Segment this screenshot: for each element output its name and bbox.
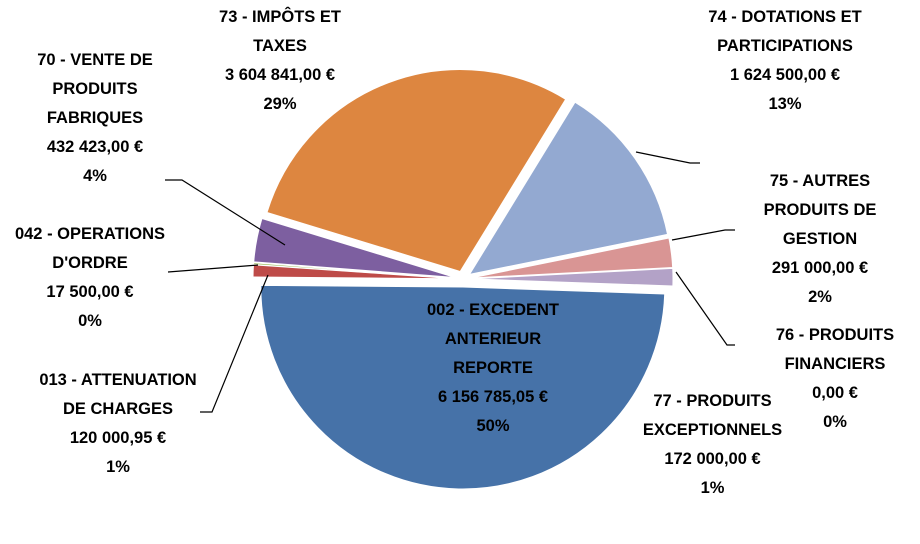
data-label: 013 - ATTENUATION DE CHARGES 120 000,95 €… — [33, 366, 203, 482]
category-label: 002 - EXCEDENT ANTERIEUR REPORTE — [426, 301, 560, 377]
value-label: 3 604 841,00 € — [224, 66, 336, 84]
value-label: 432 423,00 € — [46, 138, 144, 156]
pie-slice — [470, 237, 674, 279]
leader-line — [671, 229, 735, 241]
leader-line — [165, 179, 286, 246]
percent-label: 2% — [808, 288, 832, 306]
data-label: 76 - PRODUITS FINANCIERS 0,00 € 0% — [740, 321, 920, 437]
data-label: 75 - AUTRES PRODUITS DE GESTION 291 000,0… — [740, 167, 900, 312]
category-label: 75 - AUTRES PRODUITS DE GESTION — [763, 172, 877, 248]
percent-label: 0% — [823, 413, 847, 431]
percent-label: 4% — [83, 167, 107, 185]
data-label: 73 - IMPÔTS ET TAXES 3 604 841,00 € 29% — [195, 3, 365, 119]
leader-lines — [165, 151, 735, 413]
category-label: 70 - VENTE DE PRODUITS FABRIQUES — [37, 51, 153, 127]
data-label: 77 - PRODUITS EXCEPTIONNELS 172 000,00 € 1… — [630, 387, 795, 503]
percent-label: 13% — [768, 95, 802, 113]
category-label: 76 - PRODUITS FINANCIERS — [775, 326, 895, 373]
leader-line — [635, 151, 700, 164]
percent-label: 50% — [476, 417, 510, 435]
data-label: 70 - VENTE DE PRODUITS FABRIQUES 432 423,… — [15, 46, 175, 191]
percent-label: 0% — [78, 312, 102, 330]
pie-slice — [266, 69, 567, 273]
data-label: 042 - OPERATIONS D'ORDRE 17 500,00 € 0% — [10, 220, 170, 336]
value-label: 172 000,00 € — [664, 450, 761, 468]
leader-line — [675, 271, 735, 346]
percent-label: 1% — [106, 458, 130, 476]
pie-slice — [468, 101, 669, 276]
leader-line — [200, 274, 269, 413]
category-label: 013 - ATTENUATION DE CHARGES — [39, 371, 197, 418]
data-label: 74 - DOTATIONS ET PARTICIPATIONS 1 624 50… — [700, 3, 870, 119]
value-label: 291 000,00 € — [771, 259, 869, 277]
pie-slice — [260, 284, 666, 490]
value-label: 1 624 500,00 € — [729, 66, 841, 84]
value-label: 6 156 785,05 € — [437, 388, 549, 406]
category-label: 042 - OPERATIONS D'ORDRE — [14, 225, 166, 272]
value-label: 0,00 € — [812, 384, 858, 402]
category-label: 74 - DOTATIONS ET PARTICIPATIONS — [708, 8, 862, 55]
value-label: 17 500,00 € — [46, 283, 134, 301]
pie-slice — [470, 267, 674, 287]
leader-line — [167, 264, 259, 273]
data-label: 002 - EXCEDENT ANTERIEUR REPORTE 6 156 78… — [407, 296, 579, 441]
category-label: 73 - IMPÔTS ET TAXES — [219, 8, 341, 55]
pie-slice — [253, 217, 456, 279]
category-label: 77 - PRODUITS EXCEPTIONNELS — [642, 392, 783, 439]
value-label: 120 000,95 € — [69, 429, 167, 447]
pie-slice — [252, 262, 456, 279]
percent-label: 29% — [263, 95, 297, 113]
percent-label: 1% — [700, 479, 725, 497]
